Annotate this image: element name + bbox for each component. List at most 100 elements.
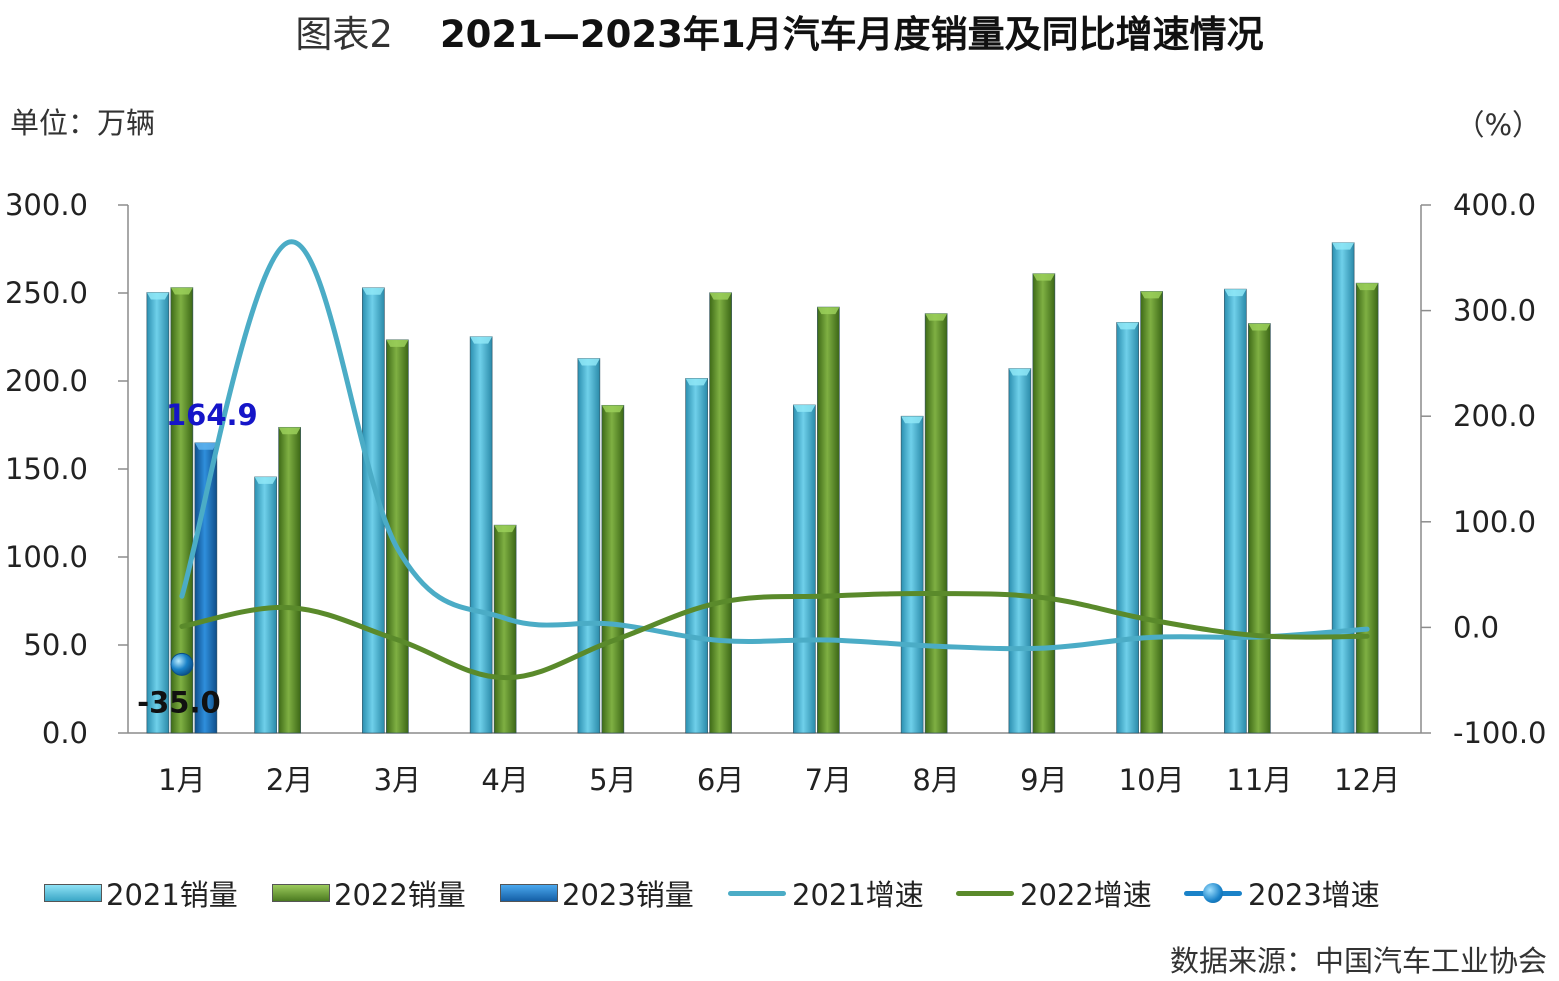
bars-layer xyxy=(146,242,1379,734)
bar-cap-2022销量-12月 xyxy=(1356,283,1379,291)
bar-cap-2021销量-4月 xyxy=(470,336,493,344)
legend-item-2023-growth: 2023增速 xyxy=(1184,870,1380,916)
y-left-tick-label: 200.0 xyxy=(5,364,88,398)
bar-cap-2022销量-9月 xyxy=(1032,273,1055,281)
legend-swatch-2021-sales xyxy=(44,884,102,902)
y-right-tick-label: 200.0 xyxy=(1453,399,1536,433)
chart-title-prefix: 图表2 xyxy=(295,13,393,56)
data-label-2023-growth: -35.0 xyxy=(137,685,221,719)
legend-marker-2023-growth xyxy=(1203,882,1223,903)
bar-cap-2022销量-4月 xyxy=(494,525,517,533)
y-left-tick-label: 300.0 xyxy=(5,188,88,222)
y-right-tick-label: 100.0 xyxy=(1453,505,1536,539)
legend-label-2021-growth: 2021增速 xyxy=(792,878,924,912)
legend-label-2022-sales: 2022销量 xyxy=(334,878,466,912)
bar-2021销量-8月 xyxy=(900,415,924,734)
chart-legend: 2021销量 2022销量 2023销量 2021增速 2022增速 2023增… xyxy=(0,870,1559,920)
y-right-tick-label: 400.0 xyxy=(1453,188,1536,222)
bar-2022销量-6月 xyxy=(709,292,732,734)
x-tick-label: 10月 xyxy=(1119,763,1185,797)
x-tick-label: 1月 xyxy=(158,763,205,797)
bar-2022销量-12月 xyxy=(1355,282,1379,734)
x-tick-label: 5月 xyxy=(589,763,636,797)
y-right-tick-label: 300.0 xyxy=(1453,294,1536,328)
lines-layer xyxy=(170,239,1370,681)
y-left-tick-label: 150.0 xyxy=(5,452,88,486)
bar-cap-2022销量-11月 xyxy=(1248,323,1271,331)
bar-cap-2021销量-5月 xyxy=(577,358,600,366)
line-2022增速 xyxy=(179,590,1370,681)
data-source: 数据来源：中国汽车工业协会 xyxy=(1169,944,1547,978)
legend-item-2021-sales: 2021销量 xyxy=(44,870,238,916)
bar-cap-2021销量-1月 xyxy=(146,292,169,300)
y-right-tick-label: -100.0 xyxy=(1453,716,1547,750)
bar-cap-2021销量-8月 xyxy=(901,416,924,424)
bar-2021销量-12月 xyxy=(1331,242,1355,734)
x-tick-label: 11月 xyxy=(1226,763,1292,797)
bar-2021销量-10月 xyxy=(1116,322,1139,734)
bar-2022销量-10月 xyxy=(1140,291,1163,734)
x-tick-label: 7月 xyxy=(805,763,852,797)
labels-layer: 164.9 -35.0 xyxy=(137,398,258,720)
legend-swatch-2022-sales xyxy=(272,884,330,902)
bar-cap-2021销量-2月 xyxy=(254,476,277,484)
legend-item-2022-sales: 2022销量 xyxy=(272,870,466,916)
bar-2022销量-9月 xyxy=(1032,273,1056,734)
bar-cap-2021销量-10月 xyxy=(1116,322,1139,330)
bar-cap-2022销量-3月 xyxy=(386,339,409,347)
y-left-tick-label: 250.0 xyxy=(5,276,88,310)
bar-2021销量-11月 xyxy=(1224,288,1247,734)
x-tick-label: 6月 xyxy=(697,763,744,797)
legend-item-2023-sales: 2023销量 xyxy=(500,870,694,916)
x-tick-label: 3月 xyxy=(374,763,421,797)
legend-item-2021-growth: 2021增速 xyxy=(728,870,924,916)
legend-swatch-2023-sales xyxy=(500,884,558,902)
bar-cap-2022销量-10月 xyxy=(1140,291,1163,299)
bar-cap-2022销量-7月 xyxy=(817,307,840,315)
y-left-tick-label: 50.0 xyxy=(23,628,88,662)
x-tick-label: 8月 xyxy=(912,763,959,797)
y-left-tick-label: 0.0 xyxy=(42,716,88,750)
chart-title-main: 2021—2023年1月汽车月度销量及同比增速情况 xyxy=(439,13,1264,56)
bar-cap-2022销量-6月 xyxy=(709,292,732,300)
bar-2022销量-4月 xyxy=(493,524,517,734)
bar-2022销量-8月 xyxy=(924,313,948,734)
bar-cap-2021销量-3月 xyxy=(362,287,385,295)
bar-2022销量-2月 xyxy=(278,426,301,734)
x-tick-label: 4月 xyxy=(481,763,528,797)
y-right-tick-label: 0.0 xyxy=(1453,610,1499,644)
legend-label-2023-growth: 2023增速 xyxy=(1248,878,1380,912)
left-axis-unit: 单位：万辆 xyxy=(10,106,156,140)
bar-cap-2022销量-2月 xyxy=(278,427,301,435)
bar-2022销量-7月 xyxy=(817,306,840,734)
bar-2022销量-11月 xyxy=(1248,323,1271,734)
legend-item-2022-growth: 2022增速 xyxy=(956,870,1152,916)
data-label-2023-sales: 164.9 xyxy=(166,398,258,432)
x-tick-label: 2月 xyxy=(266,763,313,797)
bar-2021销量-5月 xyxy=(577,358,601,734)
bar-cap-2023销量-1月 xyxy=(194,442,217,450)
chart-title: 图表2 2021—2023年1月汽车月度销量及同比增速情况 xyxy=(0,4,1559,58)
bar-cap-2021销量-7月 xyxy=(793,404,816,412)
right-axis-unit: （%） xyxy=(1455,108,1541,142)
axes-layer: 0.0 50.0 100.0 150.0 200.0 250.0 300.0 -100.0 0.… xyxy=(5,188,1547,797)
chart-plot: 0.0 50.0 100.0 150.0 200.0 250.0 300.0 -100.0 0.… xyxy=(5,188,1547,797)
legend-swatch-2023-growth xyxy=(1184,882,1242,903)
bar-2021销量-2月 xyxy=(254,476,277,734)
x-tick-label: 9月 xyxy=(1020,763,1067,797)
bar-cap-2021销量-11月 xyxy=(1224,289,1247,297)
legend-label-2023-sales: 2023销量 xyxy=(562,878,694,912)
bar-2022销量-5月 xyxy=(601,404,625,734)
legend-label-2022-growth: 2022增速 xyxy=(1020,878,1152,912)
bar-2021销量-6月 xyxy=(685,378,708,734)
x-tick-label: 12月 xyxy=(1334,763,1400,797)
bar-cap-2022销量-8月 xyxy=(925,313,948,321)
point-2023增速-1月 xyxy=(170,652,194,676)
bar-2021销量-1月 xyxy=(146,292,170,734)
bar-2021销量-7月 xyxy=(793,404,816,734)
legend-swatch-2022-growth xyxy=(956,890,1014,896)
bar-cap-2021销量-6月 xyxy=(685,378,708,386)
bar-cap-2022销量-5月 xyxy=(601,405,624,413)
bar-cap-2022销量-1月 xyxy=(170,287,193,295)
y-left-tick-label: 100.0 xyxy=(5,540,88,574)
